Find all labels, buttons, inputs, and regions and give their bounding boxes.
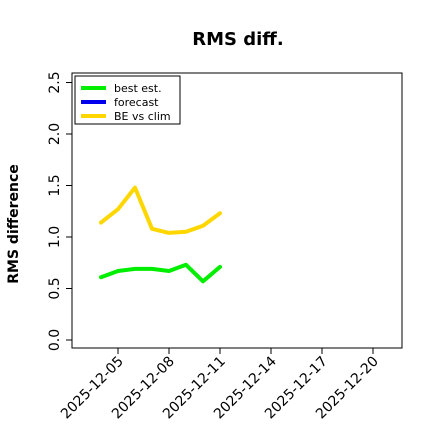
series-layer [99,185,222,284]
legend-label: forecast [114,96,159,109]
y-tick-label: 2.5 [47,71,63,93]
y-axis-label: RMS difference [6,164,22,284]
y-tick-label: 2.0 [47,123,63,145]
x-axis: 2025-12-052025-12-082025-12-112025-12-14… [58,348,382,422]
y-tick-label: 1.5 [47,174,63,196]
legend-label: BE vs clim [114,110,171,123]
chart-title: RMS diff. [192,29,283,50]
y-tick-label: 1.0 [47,226,63,248]
y-tick-label: 0.0 [47,329,63,351]
legend-label: best est. [114,82,162,95]
series-line-best-est- [99,262,222,284]
y-axis: 0.0 0.5 1.0 1.5 2.0 2.5 [47,71,72,351]
series-line-be-vs-clim [99,185,222,235]
y-tick-label: 0.5 [47,277,63,299]
